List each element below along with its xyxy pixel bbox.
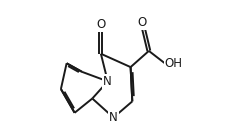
Text: N: N bbox=[103, 75, 112, 88]
Text: N: N bbox=[109, 111, 117, 124]
Text: O: O bbox=[137, 16, 146, 29]
Text: O: O bbox=[96, 18, 105, 31]
Text: OH: OH bbox=[164, 57, 182, 70]
